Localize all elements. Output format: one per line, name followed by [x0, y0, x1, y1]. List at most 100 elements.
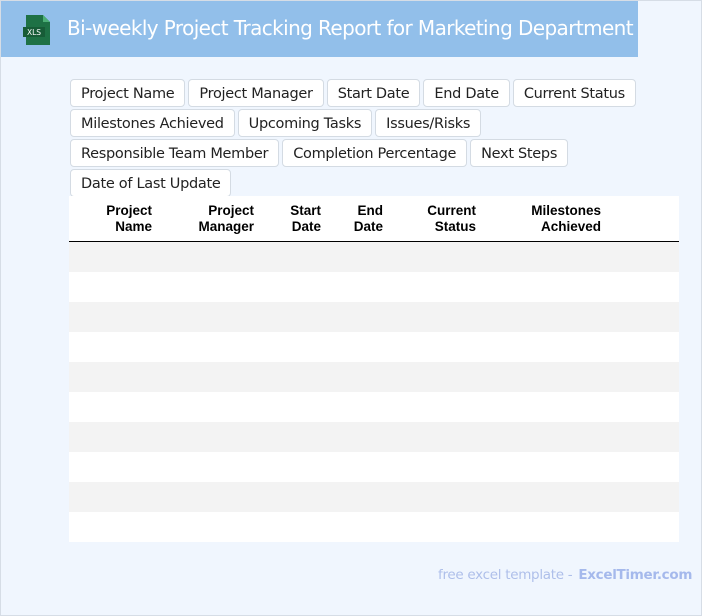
table-cell[interactable]: [161, 302, 263, 332]
table-cell[interactable]: [610, 452, 679, 482]
table-cell[interactable]: [161, 362, 263, 392]
field-chip[interactable]: Start Date: [326, 79, 421, 107]
table-cell[interactable]: [392, 302, 485, 332]
table-cell[interactable]: [392, 272, 485, 302]
field-chip[interactable]: Project Manager: [188, 79, 324, 107]
table-cell[interactable]: [69, 392, 161, 422]
table-cell[interactable]: [263, 452, 330, 482]
column-header-text: Project: [106, 202, 152, 218]
table-cell[interactable]: [263, 272, 330, 302]
table-cell[interactable]: [392, 362, 485, 392]
table-cell[interactable]: [263, 332, 330, 362]
table-cell[interactable]: [330, 241, 392, 272]
field-chip[interactable]: End Date: [423, 79, 510, 107]
table-cell[interactable]: [330, 302, 392, 332]
table-cell[interactable]: [485, 241, 610, 272]
table-cell[interactable]: [69, 362, 161, 392]
table-cell[interactable]: [161, 332, 263, 362]
table-cell[interactable]: [263, 241, 330, 272]
field-chip[interactable]: Completion Percentage: [282, 139, 468, 167]
table-cell[interactable]: [330, 332, 392, 362]
table-cell[interactable]: [161, 512, 263, 542]
table-cell[interactable]: [610, 272, 679, 302]
table-cell[interactable]: [485, 422, 610, 452]
table-cell[interactable]: [610, 512, 679, 542]
table-row: [69, 362, 679, 392]
footer-brand-link[interactable]: ExcelTimer.com: [578, 567, 693, 583]
table-cell[interactable]: [263, 362, 330, 392]
table-cell[interactable]: [263, 302, 330, 332]
table-cell[interactable]: [485, 332, 610, 362]
column-header: Project Name: [69, 196, 161, 242]
table-cell[interactable]: [330, 362, 392, 392]
table-cell[interactable]: [392, 332, 485, 362]
table-cell[interactable]: [392, 422, 485, 452]
table-cell[interactable]: [161, 452, 263, 482]
table-cell[interactable]: [392, 512, 485, 542]
table-cell[interactable]: [161, 241, 263, 272]
table-row: [69, 512, 679, 542]
table-cell[interactable]: [392, 392, 485, 422]
table-cell[interactable]: [610, 241, 679, 272]
table-cell[interactable]: [69, 272, 161, 302]
column-header-text: Project: [208, 202, 254, 218]
table-cell[interactable]: [610, 422, 679, 452]
field-chip[interactable]: Responsible Team Member: [70, 139, 280, 167]
column-header: Current Status: [392, 196, 485, 242]
table-cell[interactable]: [485, 302, 610, 332]
footer-text: free excel template -: [438, 567, 573, 583]
table-cell[interactable]: [69, 422, 161, 452]
table-cell[interactable]: [263, 512, 330, 542]
table-cell[interactable]: [485, 482, 610, 512]
table-cell[interactable]: [392, 482, 485, 512]
table-cell[interactable]: [69, 332, 161, 362]
field-chip[interactable]: Issues/Risks: [375, 109, 482, 137]
table-cell[interactable]: [161, 422, 263, 452]
field-chip[interactable]: Next Steps: [470, 139, 569, 167]
table-cell[interactable]: [610, 392, 679, 422]
column-header-text: Current: [427, 202, 476, 218]
table-cell[interactable]: [610, 332, 679, 362]
table-cell[interactable]: [610, 302, 679, 332]
field-chip[interactable]: Milestones Achieved: [70, 109, 235, 137]
table-cell[interactable]: [485, 272, 610, 302]
column-header-text: Milestones: [531, 202, 601, 218]
table-cell[interactable]: [161, 272, 263, 302]
table-cell[interactable]: [161, 482, 263, 512]
column-header: Milestones Achieved: [485, 196, 610, 242]
field-chip[interactable]: Project Name: [70, 79, 186, 107]
table-cell[interactable]: [69, 302, 161, 332]
table-row: [69, 332, 679, 362]
table-cell[interactable]: [330, 272, 392, 302]
column-header: Start Date: [263, 196, 330, 242]
field-chip[interactable]: Current Status: [512, 79, 636, 107]
table-row: [69, 452, 679, 482]
xls-file-icon: XLS: [23, 15, 50, 45]
table-cell[interactable]: [263, 392, 330, 422]
table-cell[interactable]: [161, 392, 263, 422]
table-cell[interactable]: [69, 452, 161, 482]
table-cell[interactable]: [392, 241, 485, 272]
tracking-table[interactable]: Project Name Project Manager Start Date End Dat…: [69, 196, 679, 542]
column-header-text: Date: [291, 218, 321, 234]
table-cell[interactable]: [263, 422, 330, 452]
table-cell[interactable]: [392, 452, 485, 482]
field-chip[interactable]: Date of Last Update: [70, 169, 232, 197]
table-cell[interactable]: [330, 392, 392, 422]
table-cell[interactable]: [610, 362, 679, 392]
table-cell[interactable]: [330, 422, 392, 452]
table-cell[interactable]: [485, 452, 610, 482]
table-cell[interactable]: [69, 482, 161, 512]
table-cell[interactable]: [330, 482, 392, 512]
table-cell[interactable]: [610, 482, 679, 512]
table-cell[interactable]: [330, 452, 392, 482]
table-cell[interactable]: [485, 362, 610, 392]
table-cell[interactable]: [69, 512, 161, 542]
field-chip[interactable]: Upcoming Tasks: [237, 109, 373, 137]
table-row: [69, 272, 679, 302]
table-cell[interactable]: [485, 512, 610, 542]
table-cell[interactable]: [263, 482, 330, 512]
table-cell[interactable]: [69, 241, 161, 272]
table-cell[interactable]: [485, 392, 610, 422]
table-cell[interactable]: [330, 512, 392, 542]
